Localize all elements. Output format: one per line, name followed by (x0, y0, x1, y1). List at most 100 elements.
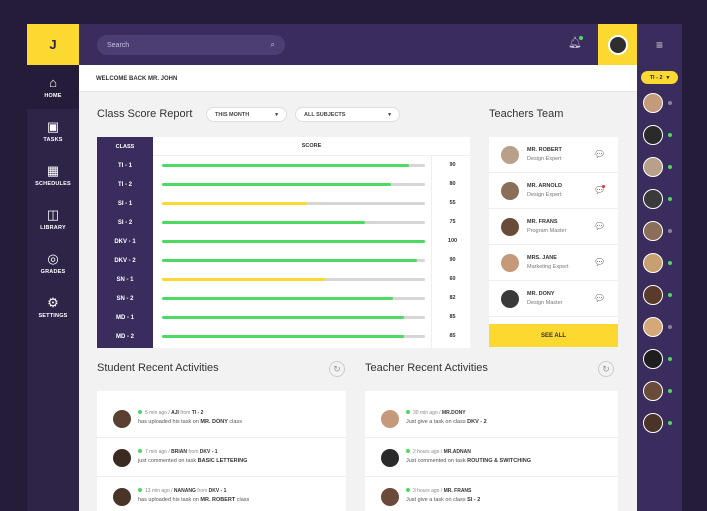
score-value: 80 (449, 181, 456, 187)
teacher-activities-title: Teacher Recent Activities (365, 362, 488, 374)
score-bar-track (162, 221, 425, 224)
subject-dropdown[interactable]: ALL SUBJECTS ▾ (295, 107, 400, 122)
online-user-avatar[interactable] (643, 221, 663, 241)
chevron-down-icon: ▾ (275, 111, 278, 118)
sidebar-item-settings[interactable]: ⚙ SETTINGS (27, 285, 79, 329)
activity-item[interactable]: 13 min ago / NANANG from DKV - 1 has uplo… (113, 485, 333, 511)
presence-dot (668, 101, 672, 105)
sidebar-item-grades[interactable]: ◎ GRADES (27, 241, 79, 285)
teacher-name: MR. ARNOLD (527, 183, 562, 189)
tasks-icon: ▣ (46, 118, 60, 134)
hamburger-menu-icon[interactable]: ≡ (655, 37, 663, 52)
user-avatar (607, 34, 628, 55)
online-user-avatar[interactable] (643, 381, 663, 401)
chat-bubble-icon[interactable]: 💬︎ (594, 221, 606, 231)
dashboard-app: J Search ⌕ 🔔︎ ≡ ⌂ HOME ▣ TASKS ▦ SCHEDULES ◫ LI… (27, 24, 682, 511)
activity-text: has uploaded his task on MR. ROBERT clas… (138, 497, 249, 503)
activity-avatar (381, 410, 399, 428)
activity-meta: 7 min ago / BRIAN from DKV - 1 (138, 449, 218, 455)
activity-text: has uploaded his task on MR. DONY class (138, 419, 242, 425)
teacher-item[interactable]: MR. FRANS Program Master 💬︎ (489, 209, 618, 245)
class-label: TI - 1 (117, 162, 132, 169)
refresh-icon[interactable]: ↻ (598, 361, 614, 377)
class-label: SI - 1 (117, 200, 133, 207)
period-dropdown[interactable]: THIS MONTH ▾ (206, 107, 287, 122)
sidebar-item-tasks[interactable]: ▣ TASKS (27, 109, 79, 153)
activity-item[interactable]: 2 hours ago / MR.ADNAN Just commented on … (381, 446, 601, 474)
class-label: TI - 2 (117, 181, 132, 188)
chat-bubble-icon[interactable]: 💬︎ (594, 293, 606, 303)
class-label: MD - 1 (116, 314, 134, 321)
activity-item[interactable]: 7 min ago / BRIAN from DKV - 1 just comme… (113, 446, 333, 474)
score-value: 85 (449, 314, 456, 320)
see-all-button[interactable]: SEE ALL (489, 324, 618, 347)
teacher-role: Program Master (527, 228, 567, 234)
activity-time: 3 hours ago (413, 488, 440, 494)
gear-icon: ⚙ (47, 294, 59, 310)
activity-item[interactable]: 30 min ago / MR.DONY Just give a task on … (381, 407, 601, 435)
medal-icon: ◎ (47, 250, 59, 266)
activity-divider (97, 437, 346, 438)
teacher-avatar (501, 218, 519, 236)
class-label: SN - 1 (116, 276, 134, 283)
teacher-item[interactable]: MR. ARNOLD Design Expert 💬︎ (489, 173, 618, 209)
activity-item[interactable]: 5 min ago / AJI from TI - 2 has uploaded … (113, 407, 333, 435)
activity-divider (365, 476, 618, 477)
sidebar-item-label: GRADES (40, 268, 66, 275)
activity-action: Just commented on task (406, 458, 466, 464)
teacher-item[interactable]: MR. DONY Design Master 💬︎ (489, 281, 618, 317)
online-user-avatar[interactable] (643, 317, 663, 337)
score-bar-track (162, 183, 425, 186)
score-bar-track (162, 202, 425, 205)
user-profile[interactable] (598, 24, 637, 65)
activity-from: from (197, 488, 208, 494)
subject-value: ALL SUBJECTS (304, 111, 346, 118)
notification-bell-icon[interactable]: 🔔︎ (568, 36, 583, 49)
chat-bubble-icon[interactable]: 💬︎ (594, 257, 606, 267)
online-user-avatar[interactable] (643, 413, 663, 433)
online-user-avatar[interactable] (643, 125, 663, 145)
teacher-item[interactable]: MR. ROBERT Design Expert 💬︎ (489, 137, 618, 173)
presence-dot (668, 197, 672, 201)
activity-class: TI - 2 (191, 410, 204, 416)
chat-bubble-icon[interactable]: 💬︎ (594, 185, 606, 195)
score-bar-fill (162, 316, 404, 319)
activity-action: just commented on task (138, 458, 197, 464)
app-logo[interactable]: J (27, 24, 79, 65)
refresh-icon[interactable]: ↻ (329, 361, 345, 377)
class-filter-value: TI - 2 (649, 74, 663, 81)
sidebar-item-schedules[interactable]: ▦ SCHEDULES (27, 153, 79, 197)
activity-target: BASIC LETTERING (197, 458, 248, 464)
online-user-avatar[interactable] (643, 253, 663, 273)
notification-dot (579, 36, 583, 40)
presence-dot (668, 325, 672, 329)
student-activities-title: Student Recent Activities (97, 362, 219, 374)
chat-bubble-icon[interactable]: 💬︎ (594, 149, 606, 159)
activity-user: MR.DONY (441, 410, 466, 416)
online-user-avatar[interactable] (643, 157, 663, 177)
sidebar-item-label: SCHEDULES (35, 180, 71, 187)
search-input[interactable]: Search ⌕ (97, 35, 285, 55)
online-user-avatar[interactable] (643, 189, 663, 209)
teacher-avatar (501, 146, 519, 164)
online-user-avatar[interactable] (643, 285, 663, 305)
score-row: 60 (153, 270, 470, 289)
teacher-avatar (501, 182, 519, 200)
activity-user: MR.ADNAN (443, 449, 471, 455)
online-user-avatar[interactable] (643, 349, 663, 369)
activity-item[interactable]: 3 hours ago / MR. FRANS Just give a task … (381, 485, 601, 511)
teacher-item[interactable]: MRS. JANE Marketing Expert 💬︎ (489, 245, 618, 281)
presence-dot (668, 293, 672, 297)
class-filter-pill[interactable]: TI - 2 ▾ (641, 71, 678, 84)
chevron-down-icon: ▾ (666, 74, 670, 81)
sidebar-item-library[interactable]: ◫ LIBRARY (27, 197, 79, 241)
class-column: CLASS TI - 1 TI - 2 SI - 1 SI - 2 DKV - 1 DKV… (97, 137, 153, 348)
search-icon[interactable]: ⌕ (270, 40, 275, 49)
activity-divider (365, 437, 618, 438)
sidebar-item-home[interactable]: ⌂ HOME (27, 65, 79, 109)
score-value: 82 (449, 295, 456, 301)
online-user-avatar[interactable] (643, 93, 663, 113)
student-activities-card: 5 min ago / AJI from TI - 2 has uploaded … (97, 391, 346, 511)
activity-suffix: class (229, 419, 242, 425)
activity-time: 5 min ago (145, 410, 167, 416)
